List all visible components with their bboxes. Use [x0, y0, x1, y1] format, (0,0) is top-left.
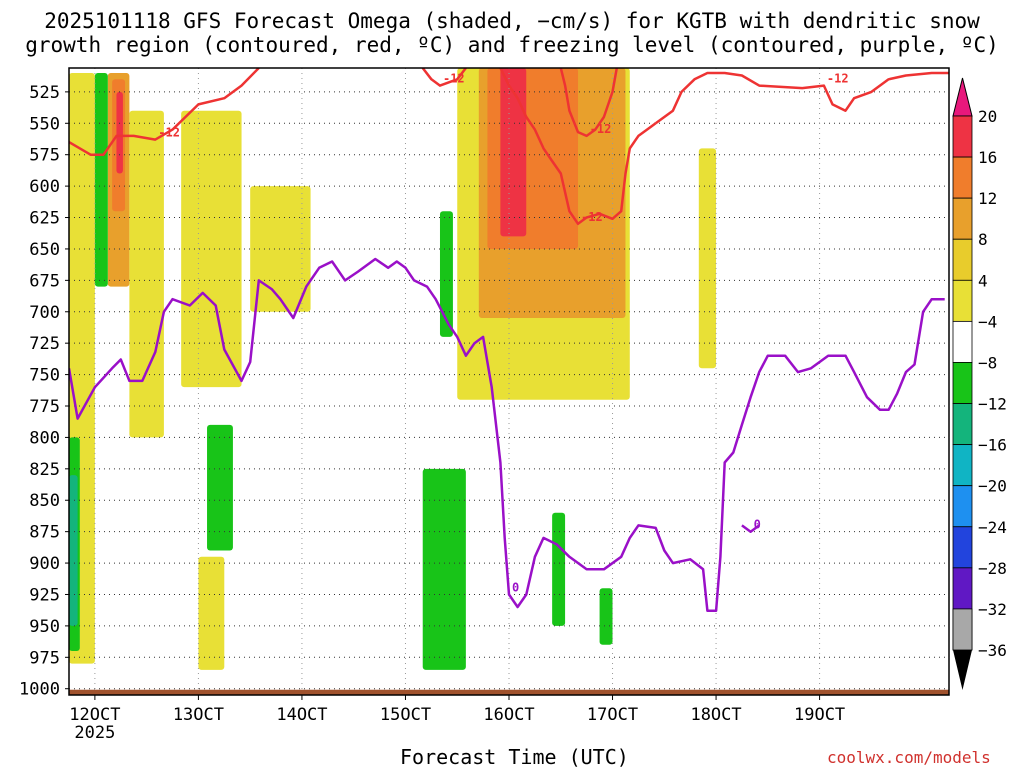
omega-shaded-region [422, 468, 466, 670]
colorbar-swatch [952, 362, 973, 404]
colorbar-swatch [952, 115, 973, 158]
y-tick-label: 1000 [19, 680, 60, 700]
colorbar-label: −16 [978, 436, 1007, 455]
dgz-contour-line [654, 71, 949, 125]
dgz-contour-label: -12 [158, 126, 180, 140]
dgz-contour-line [69, 68, 260, 156]
omega-shaded-region [116, 91, 123, 174]
dgz-contour-line [499, 68, 657, 226]
colorbar-top-arrow [952, 77, 973, 117]
omega-shaded-region [698, 148, 717, 369]
x-tick-label: 18OCT [690, 705, 741, 725]
colorbar-label: −4 [978, 312, 997, 331]
colorbar-swatch [952, 444, 973, 487]
omega-shaded-region [94, 73, 108, 287]
colorbar-label: 4 [978, 271, 988, 290]
colorbar-swatch [952, 567, 973, 610]
colorbar-bottom-arrow [953, 650, 972, 690]
y-tick-label: 625 [29, 209, 60, 229]
freezing-contour-line [69, 257, 945, 613]
colorbar-label: −28 [978, 559, 1007, 578]
colorbar-swatch [952, 320, 973, 363]
y-tick-label: 925 [29, 585, 60, 605]
x-axis-title: Forecast Time (UTC) [400, 745, 629, 769]
colorbar-swatch [952, 485, 973, 528]
dgz-contour-label: -12 [581, 210, 603, 224]
y-tick-label: 875 [29, 523, 60, 543]
terrain-strip [69, 689, 949, 695]
colorbar-swatch [952, 608, 973, 651]
chart-title-line-2: growth region (contoured, red, ºC) and f… [25, 33, 999, 57]
x-tick-label: 19OCT [794, 705, 845, 725]
y-tick-label: 525 [29, 83, 60, 103]
colorbar-label: −20 [978, 477, 1007, 496]
x-tick-sublabel: 2025 [74, 723, 115, 743]
x-tick-label: 16OCT [483, 705, 534, 725]
colorbar-label: 12 [978, 189, 997, 208]
y-tick-label: 975 [29, 648, 60, 668]
y-tick-label: 850 [29, 491, 60, 511]
y-tick-label: 950 [29, 617, 60, 637]
x-tick-label: 12OCT [69, 705, 120, 725]
y-tick-label: 750 [29, 366, 60, 386]
omega-shaded-region [69, 475, 78, 626]
x-tick-label: 17OCT [587, 705, 638, 725]
colorbar-label: −8 [978, 353, 997, 372]
x-tick-label: 14OCT [276, 705, 327, 725]
colorbar-label: 16 [978, 148, 997, 167]
dgz-contour-line [559, 68, 619, 138]
y-tick-label: 900 [29, 554, 60, 574]
omega-shaded-region [500, 68, 527, 237]
colorbar-swatch [952, 526, 973, 569]
freezing-contour-line [741, 524, 760, 533]
y-tick-label: 575 [29, 146, 60, 166]
y-tick-label: 800 [29, 428, 60, 448]
colorbar-swatch [952, 279, 973, 322]
colorbar-label: −12 [978, 395, 1007, 414]
plot-area: -12 -12 -12 -12 -12 0 0 [69, 68, 949, 695]
colorbar-swatch [952, 238, 973, 281]
dgz-contour-label: -12 [827, 72, 849, 86]
y-tick-label: 650 [29, 240, 60, 260]
y-tick-label: 725 [29, 334, 60, 354]
credit-link[interactable]: coolwx.com/models [827, 748, 991, 767]
colorbar-label: −32 [978, 600, 1007, 619]
freezing-contour-label: 0 [754, 518, 761, 532]
y-tick-label: 700 [29, 303, 60, 323]
y-tick-label: 600 [29, 177, 60, 197]
chart-title-line-1: 2025101118 GFS Forecast Omega (shaded, −… [44, 9, 980, 33]
omega-shaded-region [439, 211, 453, 337]
omega-shaded-region [250, 186, 311, 312]
omega-shaded-region [599, 588, 613, 645]
omega-shaded-region [552, 512, 566, 626]
colorbar-swatch [952, 403, 973, 446]
colorbar-label: −24 [978, 518, 1007, 537]
omega-shaded-region [207, 424, 233, 551]
y-tick-label: 550 [29, 114, 60, 134]
x-tick-label: 13OCT [173, 705, 224, 725]
y-tick-label: 675 [29, 271, 60, 291]
y-tick-label: 825 [29, 460, 60, 480]
dgz-contour-line [421, 68, 467, 87]
omega-shaded-region [129, 110, 164, 438]
colorbar-swatch [952, 197, 973, 240]
omega-shaded-region [181, 110, 242, 388]
colorbar-label: 8 [978, 230, 988, 249]
dgz-contour-label: -12 [443, 72, 465, 86]
colorbar-label: −36 [978, 641, 1007, 660]
dgz-contour-label: -12 [590, 122, 612, 136]
omega-shaded-region [198, 556, 225, 670]
y-tick-label: 775 [29, 397, 60, 417]
colorbar-label: 20 [978, 107, 997, 126]
colorbar-swatch [952, 156, 973, 199]
freezing-contour-label: 0 [512, 580, 519, 594]
x-tick-label: 15OCT [380, 705, 431, 725]
